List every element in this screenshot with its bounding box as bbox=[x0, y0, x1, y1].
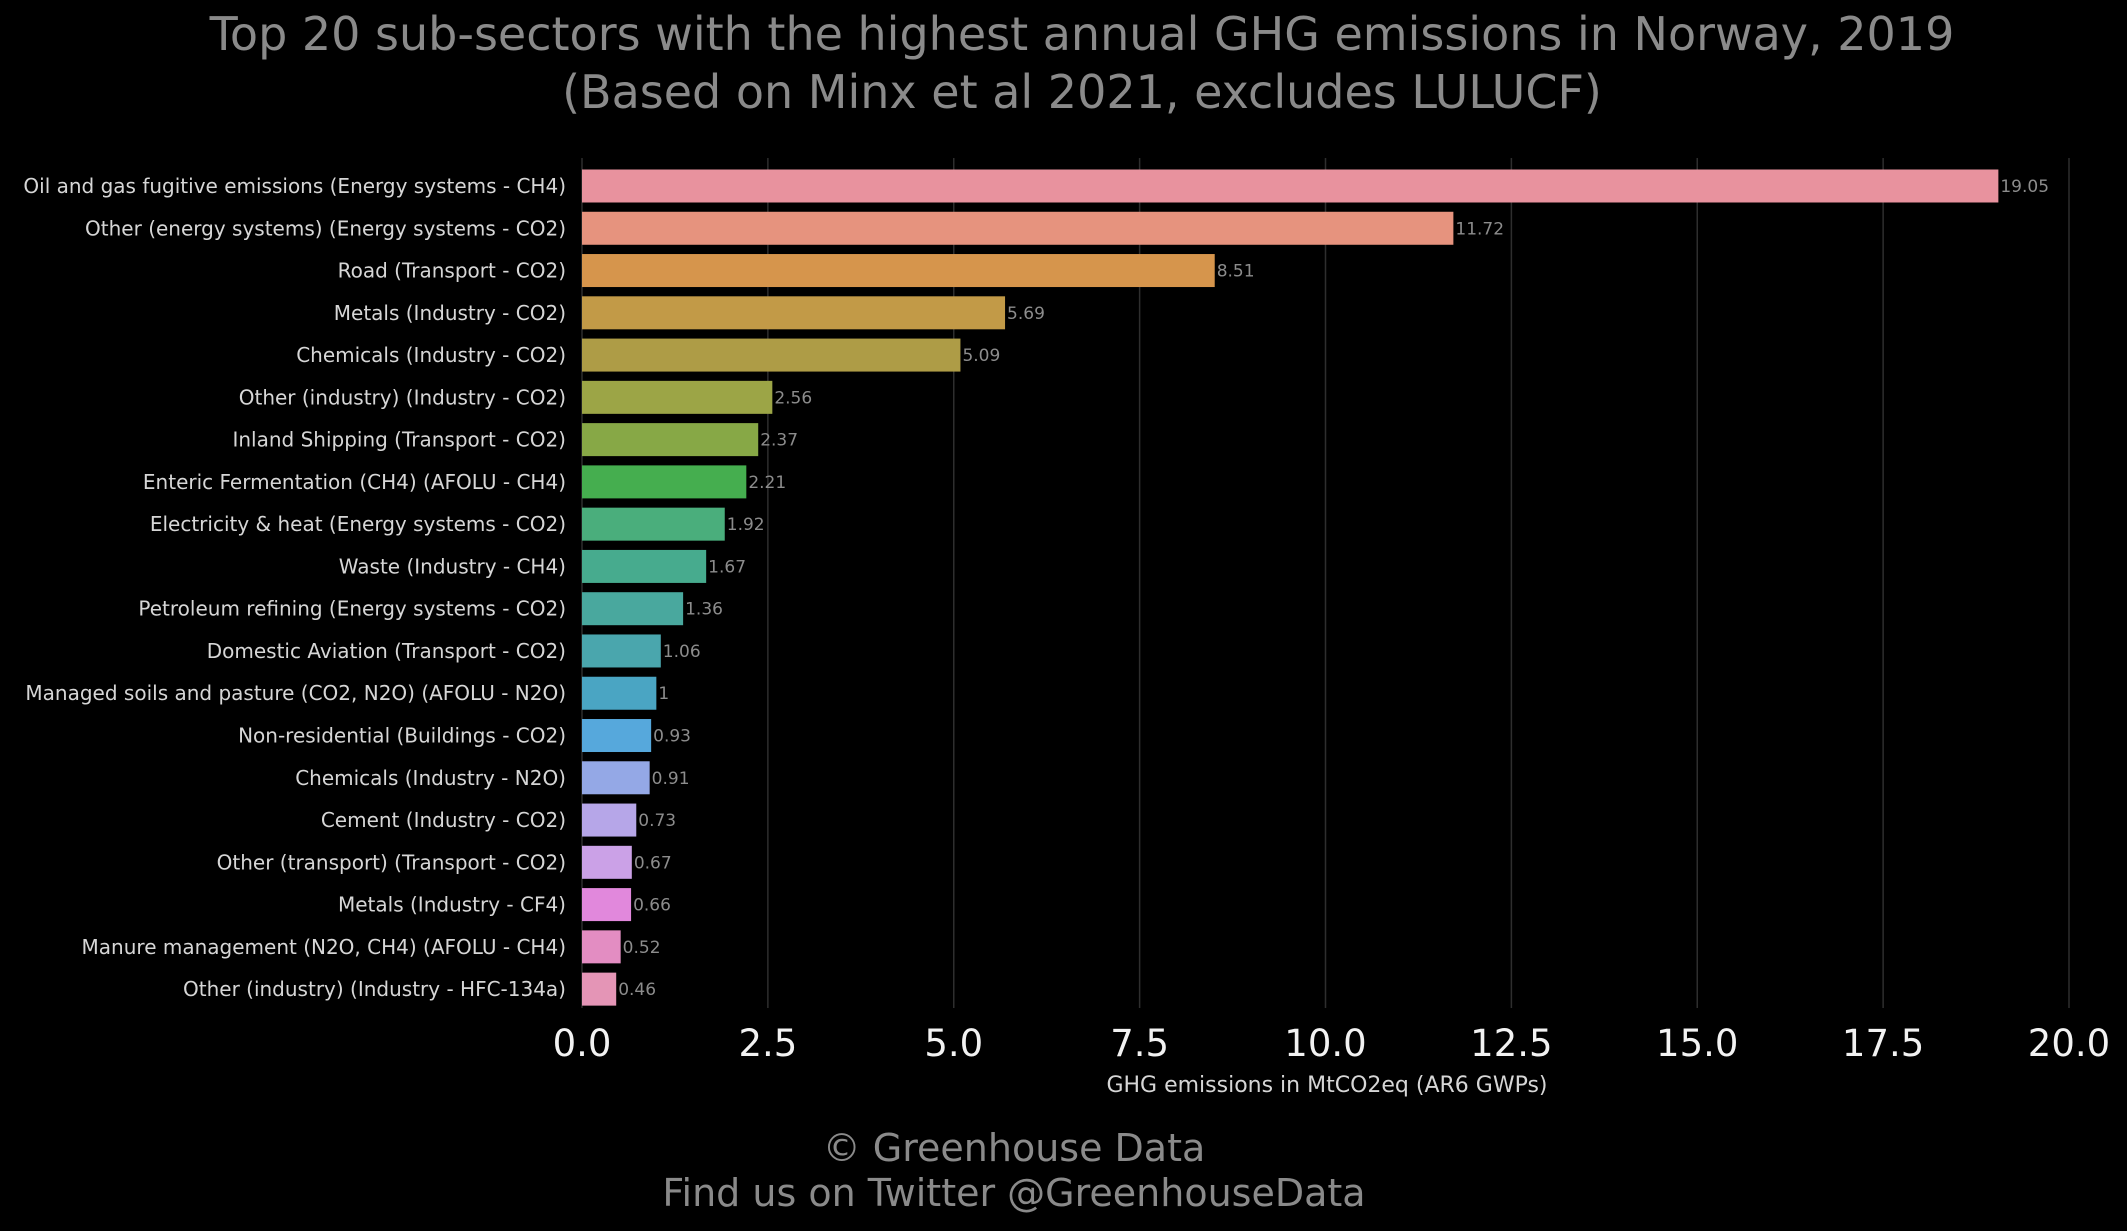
bar bbox=[582, 972, 617, 1006]
x-tick-label: 5.0 bbox=[924, 1022, 983, 1065]
value-label: 2.56 bbox=[774, 388, 812, 408]
value-label: 0.52 bbox=[623, 938, 661, 958]
value-label: 5.69 bbox=[1007, 304, 1045, 324]
category-label: Other (industry) (Industry - HFC-134a) bbox=[183, 977, 566, 1001]
category-label: Road (Transport - CO2) bbox=[338, 259, 566, 283]
category-label: Domestic Aviation (Transport - CO2) bbox=[207, 639, 566, 663]
x-tick-label: 10.0 bbox=[1284, 1022, 1366, 1065]
bar bbox=[582, 380, 773, 414]
category-labels: Oil and gas fugitive emissions (Energy s… bbox=[23, 174, 566, 1001]
category-label: Petroleum refining (Energy systems - CO2… bbox=[138, 597, 566, 621]
category-label: Manure management (N2O, CH4) (AFOLU - CH… bbox=[82, 935, 566, 959]
category-label: Inland Shipping (Transport - CO2) bbox=[232, 428, 566, 452]
value-label: 1.06 bbox=[663, 642, 701, 662]
bar bbox=[582, 465, 747, 499]
x-tick-label: 17.5 bbox=[1842, 1022, 1924, 1065]
x-axis-label: GHG emissions in MtCO2eq (AR6 GWPs) bbox=[1106, 1073, 1547, 1098]
value-labels: 19.05 11.72 8.51 5.69 5.09 2.56 2.37 2.21 1.92 1.… bbox=[618, 177, 2049, 1000]
x-tick-label: 0.0 bbox=[553, 1022, 612, 1065]
bar bbox=[582, 169, 1999, 203]
category-label: Managed soils and pasture (CO2, N2O) (AF… bbox=[25, 681, 566, 705]
bar bbox=[582, 338, 961, 372]
bar bbox=[582, 549, 707, 583]
bar bbox=[582, 423, 759, 457]
bar bbox=[582, 254, 1215, 288]
value-label: 5.09 bbox=[962, 346, 1000, 366]
category-label: Metals (Industry - CF4) bbox=[338, 893, 566, 917]
footer-copyright: © Greenhouse Data bbox=[823, 1126, 1206, 1170]
category-label: Other (transport) (Transport - CO2) bbox=[217, 850, 566, 874]
value-label: 1 bbox=[658, 684, 669, 704]
value-label: 1.92 bbox=[727, 515, 765, 535]
category-label: Metals (Industry - CO2) bbox=[334, 301, 566, 325]
value-label: 0.66 bbox=[633, 896, 671, 916]
value-label: 11.72 bbox=[1455, 219, 1504, 239]
x-tick-label: 15.0 bbox=[1656, 1022, 1738, 1065]
value-label: 8.51 bbox=[1217, 262, 1255, 282]
category-label: Waste (Industry - CH4) bbox=[339, 554, 566, 578]
bar bbox=[582, 507, 725, 541]
value-label: 0.67 bbox=[634, 853, 672, 873]
bar bbox=[582, 845, 632, 879]
category-label: Other (industry) (Industry - CO2) bbox=[239, 385, 566, 409]
x-tick-labels: 0.0 2.5 5.0 7.5 10.0 12.5 15.0 17.5 20.0 bbox=[553, 1022, 2111, 1065]
category-label: Cement (Industry - CO2) bbox=[321, 808, 566, 832]
value-label: 2.37 bbox=[760, 431, 798, 451]
category-label: Chemicals (Industry - N2O) bbox=[295, 766, 566, 790]
category-label: Non-residential (Buildings - CO2) bbox=[238, 724, 566, 748]
bar bbox=[582, 888, 632, 922]
x-tick-label: 7.5 bbox=[1110, 1022, 1169, 1065]
bar bbox=[582, 296, 1006, 330]
bar bbox=[582, 719, 652, 753]
bar bbox=[582, 634, 661, 668]
category-label: Enteric Fermentation (CH4) (AFOLU - CH4) bbox=[143, 470, 566, 494]
chart-title: Top 20 sub-sectors with the highest annu… bbox=[209, 7, 1955, 61]
x-tick-label: 20.0 bbox=[2028, 1022, 2110, 1065]
value-label: 2.21 bbox=[748, 473, 786, 493]
category-label: Other (energy systems) (Energy systems -… bbox=[85, 216, 566, 240]
value-label: 0.93 bbox=[653, 727, 691, 747]
x-tick-label: 2.5 bbox=[738, 1022, 797, 1065]
value-label: 0.73 bbox=[638, 811, 676, 831]
bar bbox=[582, 211, 1454, 245]
bars-layer bbox=[582, 169, 1999, 1006]
category-label: Electricity & heat (Energy systems - CO2… bbox=[150, 512, 566, 536]
bar bbox=[582, 803, 637, 837]
x-tick-label: 12.5 bbox=[1470, 1022, 1552, 1065]
bar bbox=[582, 592, 684, 626]
value-label: 0.91 bbox=[652, 769, 690, 789]
category-label: Chemicals (Industry - CO2) bbox=[296, 343, 566, 367]
value-label: 0.46 bbox=[618, 980, 656, 1000]
bar bbox=[582, 676, 657, 710]
chart-subtitle: (Based on Minx et al 2021, excludes LULU… bbox=[562, 65, 1602, 119]
bar bbox=[582, 761, 650, 795]
category-label: Oil and gas fugitive emissions (Energy s… bbox=[23, 174, 566, 198]
value-label: 1.36 bbox=[685, 600, 723, 620]
value-label: 1.67 bbox=[708, 557, 746, 577]
value-label: 19.05 bbox=[2000, 177, 2049, 197]
bar bbox=[582, 930, 621, 964]
footer-twitter: Find us on Twitter @GreenhouseData bbox=[662, 1171, 1365, 1215]
